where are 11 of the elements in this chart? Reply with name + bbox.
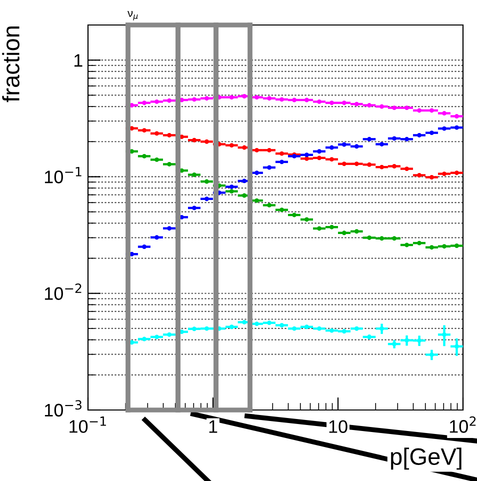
x-tick-label: 10 [329, 420, 348, 433]
x-axis-title: p[GeV] [391, 448, 462, 470]
y-tick-label: 10$^{−2}$ [44, 283, 82, 300]
x-tick-label: 1 [209, 420, 218, 433]
y-tick-label: 10$^{−1}$ [44, 167, 82, 184]
x-tick-label: 10$^{2}$ [450, 416, 476, 433]
y-axis-title: fraction [2, 26, 20, 102]
x-tick-label: 10$^{−1}$ [70, 416, 106, 433]
y-tick-label: 1 [74, 54, 82, 67]
y-tick-label: 10$^{−3}$ [44, 400, 82, 417]
chart-title: ν$_{μ}$ [128, 11, 138, 20]
